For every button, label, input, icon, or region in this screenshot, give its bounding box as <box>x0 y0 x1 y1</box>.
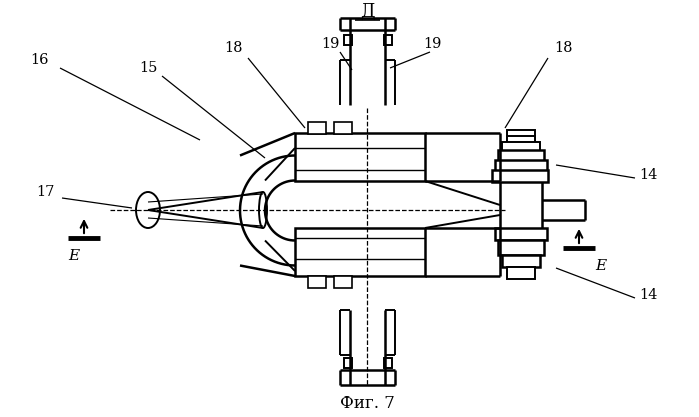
Text: 14: 14 <box>639 288 657 302</box>
Bar <box>500 170 542 240</box>
Text: 18: 18 <box>554 41 572 55</box>
Bar <box>507 130 535 142</box>
Bar <box>384 35 392 45</box>
Bar <box>495 160 547 172</box>
Bar <box>498 150 544 162</box>
Bar <box>498 240 544 255</box>
Text: 19: 19 <box>321 37 339 51</box>
Text: 16: 16 <box>31 53 49 67</box>
Text: 15: 15 <box>139 61 157 75</box>
Text: 19: 19 <box>423 37 441 51</box>
Ellipse shape <box>259 192 267 228</box>
Ellipse shape <box>136 192 160 228</box>
Bar <box>492 170 548 182</box>
Text: Е: Е <box>596 259 607 273</box>
Text: Д: Д <box>360 3 374 21</box>
Bar <box>334 122 352 134</box>
Bar <box>507 267 535 279</box>
Text: 18: 18 <box>224 41 243 55</box>
Bar <box>295 228 425 276</box>
Text: Е: Е <box>69 249 80 263</box>
Text: 17: 17 <box>36 185 55 199</box>
Bar <box>344 358 352 368</box>
Bar <box>308 122 326 134</box>
Bar <box>502 255 540 267</box>
Bar <box>344 35 352 45</box>
Text: Фиг. 7: Фиг. 7 <box>340 394 394 412</box>
Text: 14: 14 <box>639 168 657 182</box>
Bar <box>507 136 535 146</box>
Bar <box>295 133 425 181</box>
Bar <box>495 228 547 240</box>
Bar <box>334 276 352 288</box>
Bar <box>502 142 540 152</box>
Bar <box>384 358 392 368</box>
Bar <box>308 276 326 288</box>
